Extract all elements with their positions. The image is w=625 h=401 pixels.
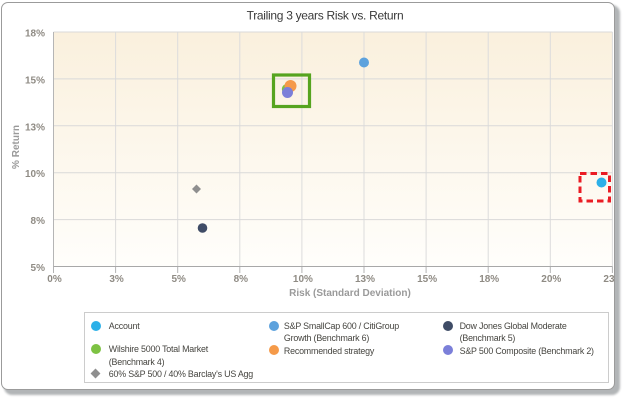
svg-text:18%: 18% bbox=[479, 274, 499, 285]
svg-text:Trailing 3 years Risk vs. Retu: Trailing 3 years Risk vs. Return bbox=[247, 9, 404, 23]
svg-text:18%: 18% bbox=[25, 29, 45, 40]
svg-text:10%: 10% bbox=[293, 274, 313, 285]
svg-text:20%: 20% bbox=[541, 274, 561, 285]
svg-text:% Return: % Return bbox=[11, 125, 22, 169]
svg-text:5%: 5% bbox=[31, 263, 46, 274]
svg-text:15%: 15% bbox=[417, 274, 437, 285]
svg-text:0%: 0% bbox=[47, 274, 62, 285]
svg-text:15%: 15% bbox=[25, 75, 45, 86]
svg-text:10%: 10% bbox=[25, 169, 45, 180]
svg-text:13%: 13% bbox=[25, 122, 45, 133]
svg-text:Risk (Standard Deviation): Risk (Standard Deviation) bbox=[289, 288, 411, 299]
svg-text:23%: 23% bbox=[603, 274, 614, 285]
svg-text:13%: 13% bbox=[355, 274, 375, 285]
svg-text:8%: 8% bbox=[31, 216, 46, 227]
svg-text:5%: 5% bbox=[171, 274, 186, 285]
svg-text:8%: 8% bbox=[234, 274, 249, 285]
svg-text:3%: 3% bbox=[109, 274, 124, 285]
